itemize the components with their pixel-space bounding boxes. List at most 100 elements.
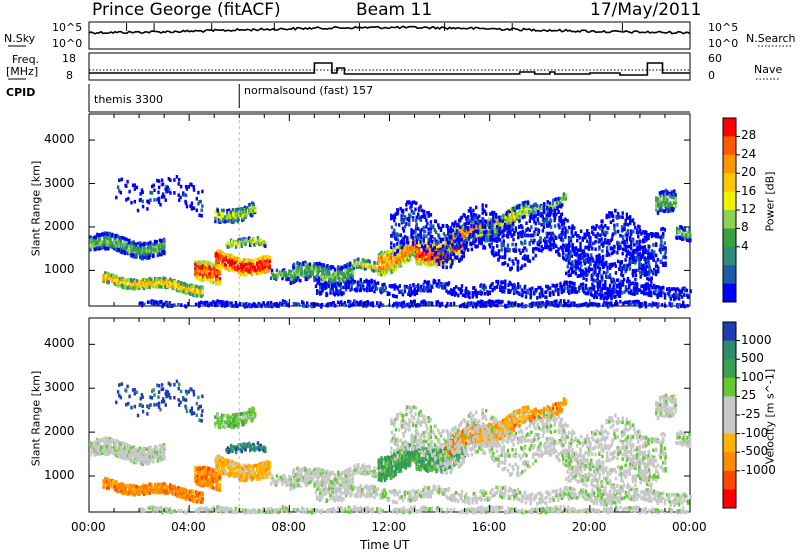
echo-cell	[160, 300, 163, 304]
echo-cell	[412, 200, 416, 204]
echo-cell	[557, 287, 560, 292]
echo-cell	[442, 223, 445, 228]
echo-cell	[485, 233, 488, 238]
echo-cell	[493, 233, 496, 238]
echo-cell	[492, 214, 495, 218]
echo-cell	[447, 281, 451, 285]
echo-cell	[357, 261, 360, 265]
echo-cell	[161, 250, 164, 254]
echo-cell	[402, 242, 406, 246]
echo-cell	[267, 301, 270, 305]
echo-cell	[451, 259, 454, 263]
echo-cell	[107, 246, 110, 251]
echo-cell	[493, 285, 496, 290]
echo-cell	[523, 214, 526, 219]
echo-cell	[686, 295, 690, 299]
echo-cell	[685, 288, 689, 293]
echo-cell	[480, 240, 483, 245]
echo-cell	[425, 225, 428, 229]
echo-cell	[249, 258, 253, 263]
echo-cell	[478, 241, 481, 245]
echo-cell	[425, 218, 428, 222]
echo-cell	[468, 295, 471, 300]
echo-cell	[417, 227, 420, 231]
echo-cell	[654, 289, 657, 293]
echo-cell	[104, 247, 107, 251]
echo-cell	[154, 241, 157, 246]
echo-cell	[512, 288, 516, 293]
echo-cell	[111, 234, 114, 238]
freq-line	[89, 62, 690, 76]
echo-cell	[442, 237, 445, 242]
echo-cell	[508, 213, 511, 217]
echo-cell	[173, 303, 176, 307]
echo-cell	[351, 270, 355, 275]
echo-cell	[158, 277, 161, 281]
echo-cell	[531, 286, 534, 291]
echo-cell	[106, 277, 109, 282]
echo-cell	[492, 246, 495, 250]
echo-cell	[218, 257, 222, 262]
echo-cell	[231, 243, 234, 248]
echo-cell	[344, 303, 347, 308]
echo-cell	[611, 303, 614, 308]
nsky-tick-bottom: 10^0	[52, 37, 83, 50]
echo-cell	[154, 277, 157, 281]
echo-cell	[388, 292, 391, 296]
echo-cell	[442, 244, 445, 249]
echo-cell	[135, 285, 139, 290]
echo-cell	[113, 239, 116, 244]
echo-cell	[220, 212, 224, 216]
echo-cell	[384, 286, 387, 290]
echo-cell	[466, 215, 470, 219]
echo-cell	[160, 239, 163, 243]
echo-cell	[135, 279, 139, 283]
echo-cell	[393, 228, 396, 233]
echo-cell	[554, 197, 558, 201]
echo-cell	[401, 208, 405, 213]
echo-cell	[478, 237, 481, 242]
echo-cell	[260, 263, 263, 267]
echo-cell	[158, 284, 161, 289]
echo-cell	[524, 295, 528, 299]
echo-cell	[446, 250, 449, 255]
echo-cell	[566, 281, 569, 285]
echo-cell	[268, 259, 271, 264]
echo-cell	[224, 266, 227, 271]
echo-cell	[406, 241, 410, 245]
echo-cell	[431, 235, 434, 239]
echo-cell	[422, 225, 425, 230]
echo-cell	[390, 264, 394, 268]
echo-cell	[117, 248, 121, 252]
echo-cell	[162, 280, 166, 284]
echo-cell	[199, 261, 202, 266]
echo-cell	[491, 282, 494, 286]
echo-cell	[455, 285, 458, 289]
echo-cell	[359, 278, 362, 282]
echo-cell	[163, 239, 166, 244]
echo-cell	[123, 240, 126, 245]
echo-cell	[569, 280, 572, 285]
echo-cell	[143, 302, 146, 307]
echo-cell	[125, 246, 128, 251]
echo-cell	[89, 247, 92, 252]
echo-cell	[148, 277, 152, 281]
echo-cell	[559, 281, 562, 286]
echo-cell	[162, 276, 166, 280]
echo-cell	[127, 286, 130, 290]
echo-cell	[125, 237, 128, 242]
freq-label-line2: [MHz]	[6, 65, 39, 78]
echo-cell	[429, 230, 433, 234]
echo-cell	[113, 278, 117, 283]
echo-cell	[423, 244, 427, 248]
echo-cell	[150, 246, 153, 250]
echo-cell	[107, 242, 110, 247]
echo-cell	[689, 289, 692, 294]
echo-cell	[135, 246, 138, 250]
echo-cell	[121, 278, 125, 283]
echo-cell	[485, 229, 488, 234]
echo-cell	[98, 239, 101, 243]
freq-panel-frame	[88, 52, 691, 81]
echo-cell	[644, 301, 648, 306]
